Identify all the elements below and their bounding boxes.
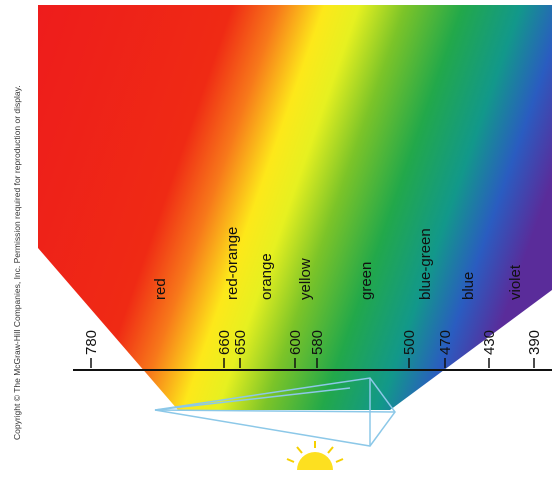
prism [154,377,396,447]
wavelength-label: 660 [216,330,233,355]
color-label: blue-green [417,228,434,300]
wavelength-label: 430 [481,330,498,355]
color-label: violet [507,264,524,300]
color-label: yellow [297,258,314,300]
sun [286,441,344,470]
wavelength-label: 780 [83,330,100,355]
color-label: red-orange [224,227,241,300]
wavelength-label: 470 [437,330,454,355]
wavelength-label: 390 [526,330,543,355]
color-label: green [358,262,375,300]
color-label: orange [258,253,275,300]
color-label: blue [460,272,477,300]
copyright: Copyright © The McGraw-Hill Companies, I… [12,85,22,440]
color-label: red [152,278,169,300]
wavelength-label: 600 [287,330,304,355]
spectrum-band [38,5,552,410]
wavelength-label: 500 [401,330,418,355]
wavelength-label: 580 [309,330,326,355]
wavelength-label: 650 [232,330,249,355]
